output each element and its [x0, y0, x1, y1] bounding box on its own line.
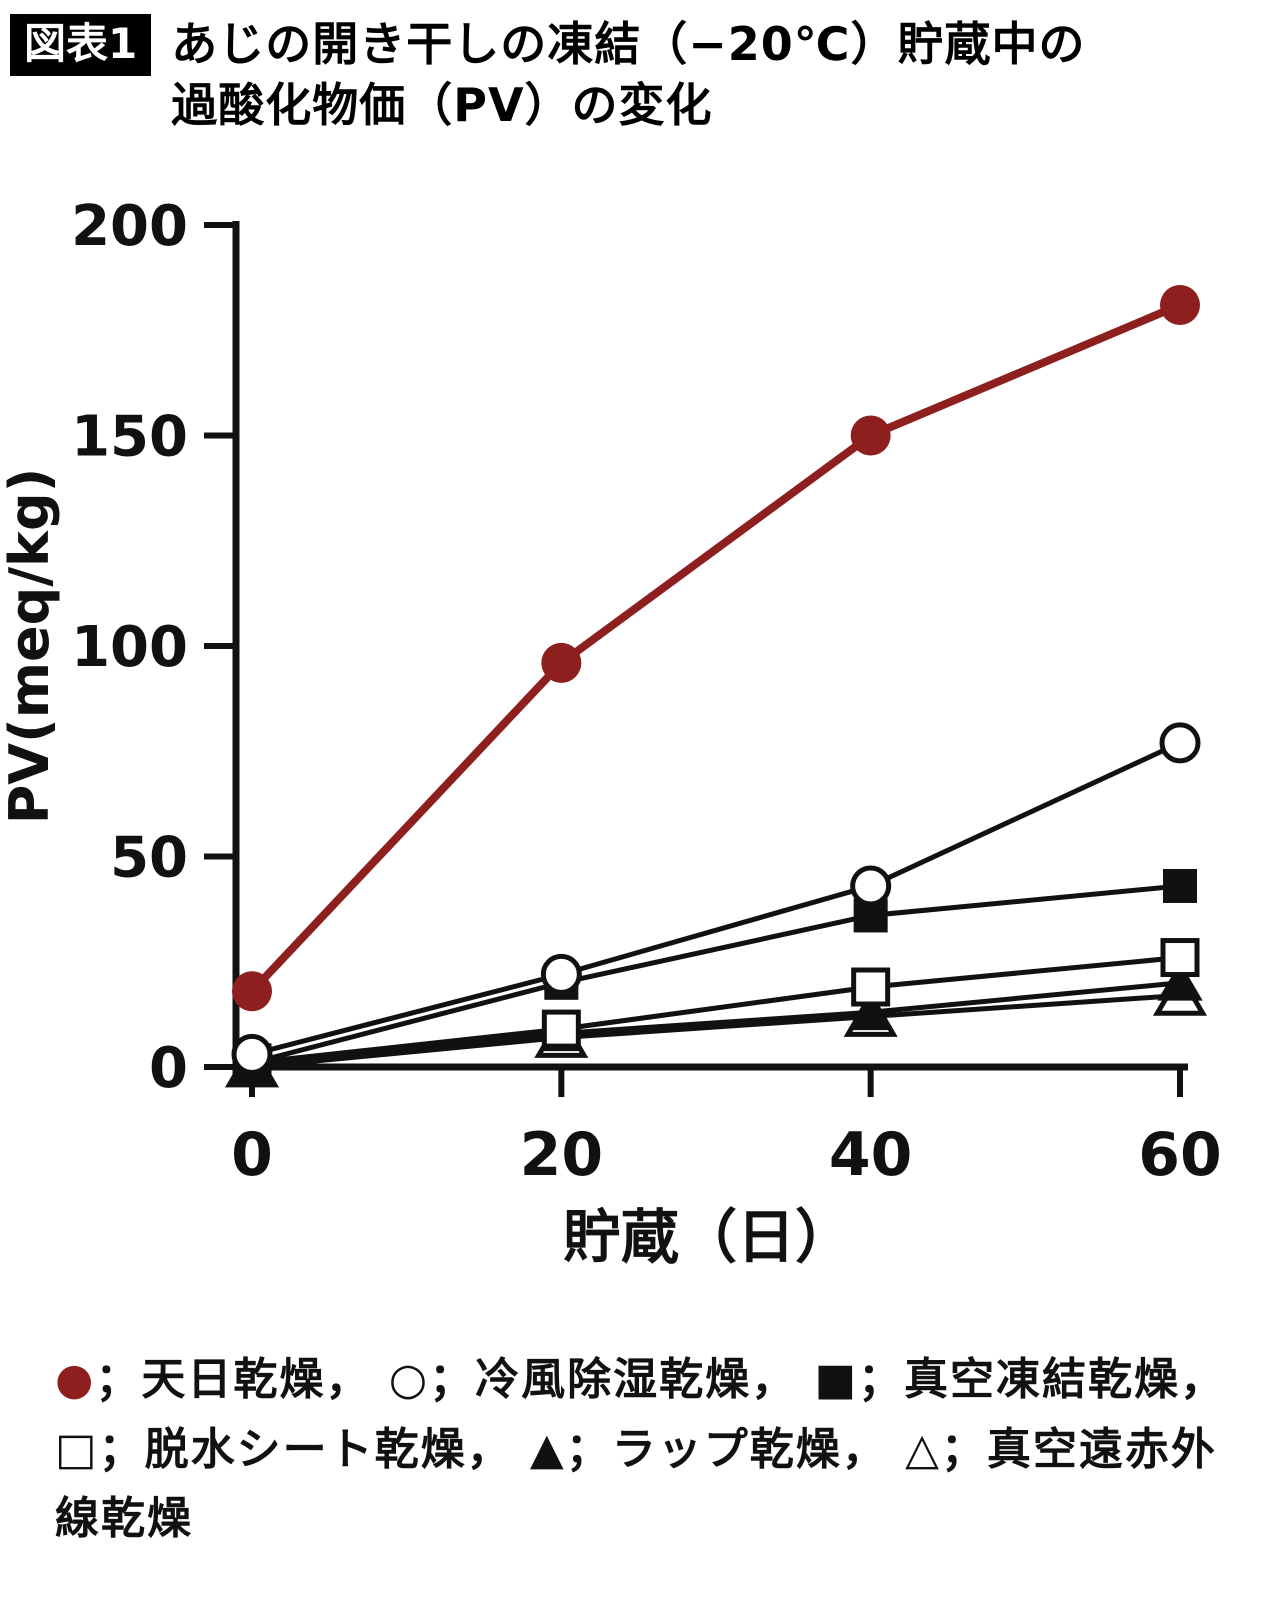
figure-badge: 図表1: [10, 14, 152, 76]
legend-marker-vacuum-freeze-drying-icon: ■: [814, 1354, 859, 1406]
marker-cold-air-dehumidifying-drying: [850, 865, 892, 907]
marker-wrap-drying: [1157, 962, 1203, 1002]
legend-item-vacuum-far-infrared-drying: △；真空遠赤外線乾燥: [55, 1424, 1217, 1545]
marker-cold-air-dehumidifying-drying: [540, 954, 582, 996]
figure-title-line-1: あじの開き干しの凍結（−20℃）貯蔵中の: [171, 17, 1086, 71]
y-tick-label: 100: [71, 615, 188, 680]
x-tick-label: 40: [829, 1120, 913, 1190]
legend-label-dehydration-sheet-drying: ；脱水シート乾燥，: [98, 1423, 530, 1475]
legend-item-sun-drying: ●；天日乾燥，: [55, 1354, 389, 1405]
marker-dehydration-sheet-drying: [1160, 938, 1200, 978]
legend-item-dehydration-sheet-drying: □；脱水シート乾燥，: [55, 1424, 530, 1475]
marker-vacuum-freeze-drying: [1163, 869, 1197, 904]
y-tick-label: 0: [149, 1036, 188, 1101]
series-line-cold-air-dehumidifying-drying: [249, 740, 1183, 1058]
marker-sun-drying: [232, 971, 272, 1012]
marker-sun-drying: [1160, 285, 1200, 326]
legend-label-wrap-drying: ；ラップ乾燥，: [565, 1423, 906, 1475]
marker-dehydration-sheet-drying: [541, 1010, 581, 1050]
legend-label-sun-drying: ；天日乾燥，: [95, 1354, 389, 1406]
legend-label-vacuum-far-infrared-drying: ；真空遠赤外線乾燥: [55, 1423, 1217, 1545]
x-tick-label: 20: [520, 1120, 604, 1190]
legend-marker-dehydration-sheet-drying-icon: □: [55, 1423, 99, 1475]
legend-item-cold-air-dehumidifying-drying: ○；冷風除湿乾燥，: [389, 1354, 815, 1405]
marker-sun-drying: [541, 643, 582, 684]
y-tick-label: 150: [71, 405, 188, 470]
axes: [232, 221, 1188, 1071]
marker-sun-drying: [850, 415, 891, 456]
legend-marker-vacuum-far-infrared-drying-icon: △: [905, 1423, 941, 1475]
legend-label-cold-air-dehumidifying-drying: ；冷風除湿乾燥，: [429, 1354, 815, 1406]
marker-wrap-drying: [847, 991, 894, 1031]
y-axis-label: PV(meq/kg): [0, 468, 61, 825]
figure-title-line-2: 過酸化物価（PV）の変化: [171, 77, 713, 132]
legend-label-vacuum-freeze-drying: ；真空凍結乾燥，: [858, 1354, 1227, 1406]
figure-title: あじの開き干しの凍結（−20℃）貯蔵中の 過酸化物価（PV）の変化: [171, 14, 1085, 135]
y-tick-label: 200: [71, 194, 188, 259]
marker-dehydration-sheet-drying: [851, 967, 891, 1007]
figure-legend: ●；天日乾燥， ○；冷風除湿乾燥， ■；真空凍結乾燥， □；脱水シート乾燥， ▲…: [55, 1345, 1250, 1554]
series-line-wrap-drying: [249, 980, 1183, 1070]
series-line-vacuum-freeze-drying: [249, 883, 1183, 1066]
figure-header: 図表1 あじの開き干しの凍結（−20℃）貯蔵中の 過酸化物価（PV）の変化: [0, 0, 1280, 135]
legend-item-wrap-drying: ▲；ラップ乾燥，: [530, 1424, 905, 1475]
legend-marker-sun-drying-icon: ●: [55, 1354, 96, 1406]
legend-item-vacuum-freeze-drying: ■；真空凍結乾燥，: [814, 1354, 1226, 1405]
series-line-dehydration-sheet-drying: [249, 955, 1183, 1066]
y-tick-label: 50: [110, 826, 188, 891]
marker-cold-air-dehumidifying-drying: [1159, 722, 1201, 764]
x-tick-label: 0: [231, 1120, 273, 1190]
legend-marker-wrap-drying-icon: ▲: [529, 1423, 566, 1475]
legend-marker-cold-air-dehumidifying-drying-icon: ○: [388, 1354, 430, 1406]
x-axis-label: 貯蔵（日）: [563, 1203, 853, 1271]
x-tick-label: 60: [1138, 1120, 1222, 1190]
pv-line-chart: 0 50 100 150 200 0 20 40 60 PV(meq/kg) 貯蔵（日）: [0, 194, 1222, 1271]
series-line-sun-drying: [248, 301, 1184, 996]
marker-cold-air-dehumidifying-drying: [231, 1034, 273, 1076]
